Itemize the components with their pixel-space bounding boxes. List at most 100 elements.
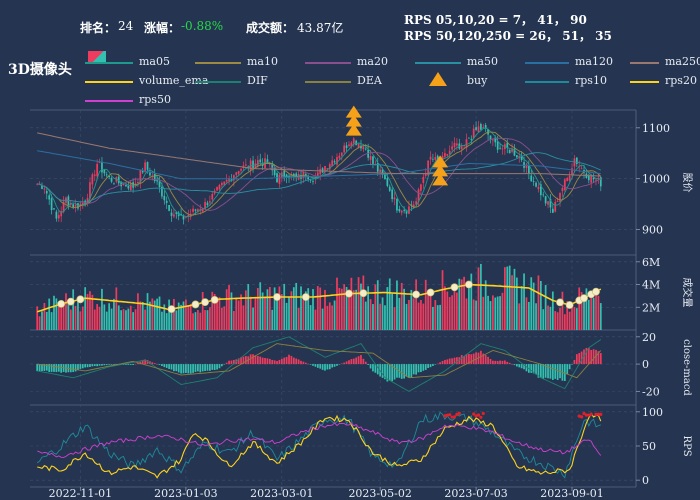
macd-bar [549,364,552,379]
candle-body [480,124,482,130]
candle-body [568,175,571,181]
macd-bar [101,364,103,366]
candle-body [79,203,82,207]
volume-bar [177,302,180,330]
macd-bar [381,364,384,378]
macd-bar [36,364,39,372]
volume-bar [218,297,221,330]
rps-high-marker [443,414,447,418]
rps-high-marker [450,415,454,419]
candle-body [180,213,182,216]
volume-bar [237,300,240,330]
volume-bar [41,311,43,330]
candle-body [468,137,470,139]
volume-bar [48,298,51,330]
macd-bar [463,356,465,365]
candle-body [530,175,533,182]
volume-bar [547,305,549,330]
macd-bar [506,361,509,365]
macd-bar [302,361,305,365]
macd-bar [520,364,523,369]
candle-body [386,178,389,186]
candle-body [501,148,504,150]
y-axis-label: 成交量 [681,278,694,308]
volume-bar [197,310,199,330]
volume-bar [446,291,449,330]
volume-bar [535,303,537,330]
volume-bar [388,278,391,330]
macd-bar [53,364,55,372]
y-tick-label: 6M [642,256,660,269]
volume-bar [554,311,557,330]
volume-bar [420,299,422,330]
volume-bar [168,299,170,330]
candle-body [362,146,365,150]
macd-bar [376,364,379,375]
volume-bar [556,312,559,330]
volume-bar [434,300,437,330]
rps-high-marker [476,413,481,417]
volume-bar [451,295,453,330]
candle-body [539,184,542,196]
rps-high-marker [455,412,459,416]
candle-body [343,145,346,153]
volume-bar [230,292,233,330]
rps-high-marker [589,412,593,416]
legend-swatch [85,81,133,83]
volume-bar [86,294,89,330]
volume-bar [405,303,408,330]
legend-label: rps20 [665,74,697,87]
candle-body [175,212,178,214]
candle-body [537,186,540,190]
volume-bar [105,311,108,330]
volume-bar [417,302,420,330]
macd-bar [204,364,206,371]
candle-body [420,184,422,191]
volume-bar [259,282,262,330]
candle-body [508,149,511,154]
macd-bar [300,360,302,365]
macd-bar [96,364,99,367]
candle-body [575,157,578,165]
volume-bar [384,305,386,330]
buy-signal-triangle [432,173,449,186]
volume-bar [331,305,334,330]
volume-bar [120,310,123,330]
volume-bar [583,298,585,330]
candle-body [403,210,406,212]
volume-bar [141,301,144,330]
macd-bar [328,364,331,370]
macd-bar [158,364,161,365]
candle-body [369,155,372,160]
volume-bar [129,305,132,330]
macd-bar [391,364,394,382]
candle-body [113,183,115,185]
volume-bar [144,309,146,330]
macd-bar [127,364,130,365]
rps-high-marker [577,414,581,418]
candle-body [271,162,274,171]
macd-bar [336,364,338,366]
volume-bar [338,287,341,330]
candle-body [103,170,106,174]
volume-bar [458,278,461,330]
macd-bar [98,364,101,366]
volume-bar [525,297,528,330]
volume-bar [314,309,317,330]
volume-bar [350,277,353,330]
macd-bar [357,356,360,365]
macd-bar [388,364,391,381]
macd-bar [480,350,482,365]
candle-body [360,145,362,149]
volume-bar [101,288,103,330]
rps-high-marker [596,412,601,416]
candle-body [117,176,120,184]
volume-bar [249,296,252,330]
candle-body [139,170,142,183]
turnover-label: 成交额： [246,21,295,35]
candle-body [535,182,537,187]
legend-swatch [195,81,241,83]
macd-bar [504,360,506,365]
macd-bar [436,363,439,365]
volume-bar [398,297,401,330]
